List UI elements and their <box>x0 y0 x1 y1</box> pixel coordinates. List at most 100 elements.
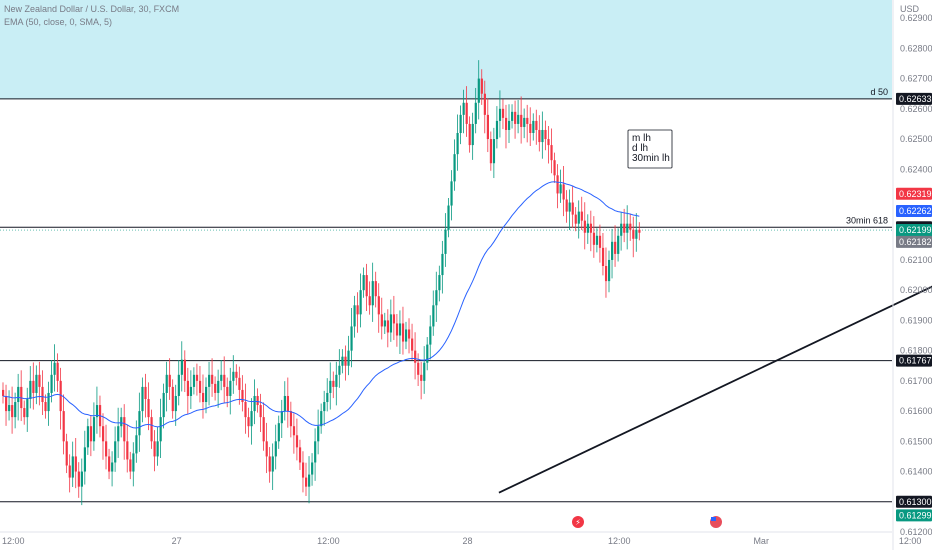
candle-body <box>501 108 505 118</box>
candle <box>423 346 426 394</box>
candle <box>335 361 338 406</box>
candle <box>141 377 144 423</box>
candle <box>89 415 93 457</box>
tag-d50-text: 0.62633 <box>899 94 932 104</box>
note-box[interactable] <box>627 129 673 169</box>
candle <box>408 318 411 354</box>
candle <box>50 360 53 403</box>
candle-body <box>74 456 77 472</box>
candle-body <box>323 402 326 412</box>
candle <box>350 308 353 368</box>
candle-body <box>5 395 8 412</box>
candle-body <box>268 456 271 472</box>
candle-body <box>183 359 186 381</box>
candle <box>301 451 305 493</box>
candle-body <box>353 305 356 327</box>
candle <box>532 113 535 141</box>
candle <box>129 451 132 480</box>
candle <box>598 224 602 263</box>
candle <box>298 439 302 471</box>
candle-body <box>556 175 559 194</box>
candle-body <box>147 399 150 418</box>
candle-body <box>411 338 414 351</box>
flash-event-icon[interactable] <box>572 516 584 528</box>
candle-body <box>456 133 459 155</box>
indicator-legend: EMA (50, close, 0, SMA, 5) <box>4 17 112 27</box>
candle <box>150 409 153 449</box>
candle <box>241 375 244 412</box>
candle <box>168 358 171 400</box>
candle <box>83 430 87 485</box>
candle-body <box>438 275 441 291</box>
candle <box>589 210 593 252</box>
candle <box>332 371 335 399</box>
candle-body <box>298 447 302 463</box>
candle-body <box>68 465 71 478</box>
candle-body <box>377 296 380 315</box>
candle <box>592 216 596 258</box>
candle-body <box>620 223 623 236</box>
candle-body <box>386 320 390 333</box>
candle <box>538 115 541 152</box>
candle <box>274 424 277 470</box>
tag-entry[interactable] <box>896 204 932 217</box>
candle <box>432 290 435 336</box>
candle-body <box>189 386 193 396</box>
candle <box>347 335 350 376</box>
candle <box>614 225 617 267</box>
candle-body <box>241 389 244 403</box>
candle-body <box>486 114 489 140</box>
tag-support-1[interactable] <box>896 354 932 367</box>
candle <box>514 100 517 139</box>
candle <box>541 111 544 159</box>
candle <box>438 265 441 302</box>
tag-stop[interactable] <box>896 187 932 200</box>
candle <box>362 267 365 298</box>
candle-body <box>441 253 444 276</box>
candle <box>162 383 165 429</box>
candle-body <box>123 417 126 442</box>
candle-body <box>259 405 262 418</box>
candle-body <box>468 123 471 146</box>
candle <box>195 363 199 396</box>
candle-body <box>105 441 108 457</box>
candle <box>114 426 117 472</box>
candle-body <box>629 223 632 230</box>
tag-target[interactable] <box>896 509 932 522</box>
candle-body <box>83 447 87 472</box>
candle <box>529 107 532 146</box>
candle <box>92 402 96 451</box>
candle-body <box>192 374 196 387</box>
candle-body <box>583 220 586 233</box>
price-tick-label: 0.61900 <box>900 315 932 325</box>
candle-body <box>320 411 323 427</box>
candle <box>632 216 635 258</box>
candle <box>265 422 268 474</box>
candle-body <box>77 471 80 487</box>
candle <box>450 170 453 221</box>
tag-ema[interactable] <box>896 235 932 248</box>
candle-body <box>401 323 405 342</box>
candle-body <box>535 120 538 130</box>
candle-body <box>168 374 171 387</box>
tag-d50[interactable] <box>896 92 932 105</box>
candle <box>383 312 386 335</box>
candle-body <box>180 359 183 375</box>
candle <box>14 392 17 429</box>
tag-entry-text: 0.62262 <box>899 206 932 216</box>
candle-body <box>335 374 338 387</box>
candle <box>280 399 283 438</box>
candle <box>144 373 147 418</box>
candle-body <box>86 426 90 448</box>
candle-body <box>232 371 235 381</box>
candle-body <box>2 389 5 396</box>
candle <box>356 292 359 333</box>
candle-body <box>256 395 259 406</box>
candle <box>489 131 493 171</box>
candle-body <box>253 395 256 412</box>
candle <box>623 208 626 243</box>
candle <box>353 295 356 338</box>
tag-support-2[interactable] <box>896 495 932 508</box>
